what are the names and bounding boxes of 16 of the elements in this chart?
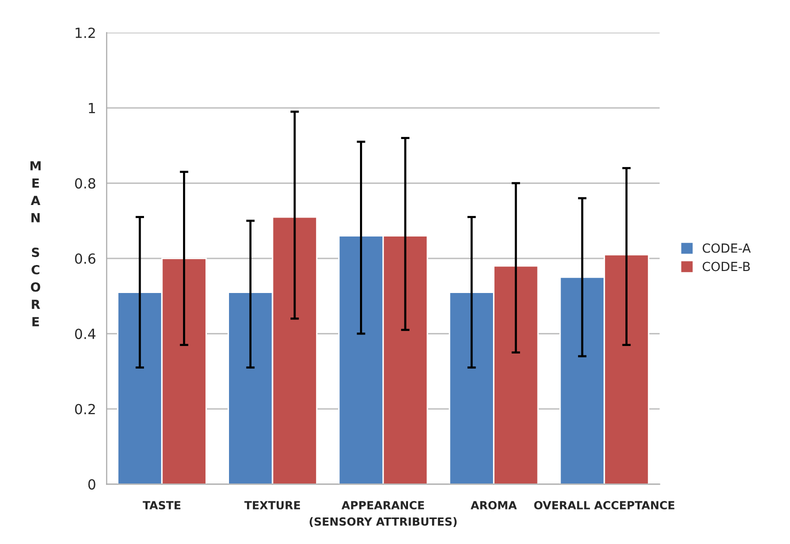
y-tick-label: 0.2 [75, 404, 95, 414]
x-axis-title: (SENSORY ATTRIBUTES) [310, 517, 457, 528]
legend-label: CODE-A [702, 243, 751, 253]
y-tick-label: 0.8 [75, 178, 96, 189]
x-tick-label: APPEARANCE [342, 501, 424, 510]
x-tick-label: OVERALL ACCEPTANCE [534, 501, 674, 510]
x-tick-label: TEXTURE [244, 501, 300, 510]
x-tick-label: TASTE [142, 501, 180, 510]
x-tick-label: AROMA [470, 501, 517, 510]
legend-label: CODE-B [702, 262, 750, 272]
y-tick-label: 1 [88, 103, 95, 114]
y-tick-label: 1.2 [76, 28, 95, 38]
y-tick-label: 0 [88, 479, 96, 490]
y-tick-label: 0.6 [75, 253, 96, 264]
text: MEAN SCORE [30, 161, 41, 326]
y-tick-label: 0.4 [75, 328, 96, 340]
